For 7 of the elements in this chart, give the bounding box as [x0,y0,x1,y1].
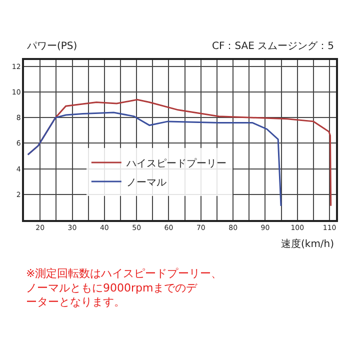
text: CF：SAE スムージング：5 [212,41,334,52]
x-axis-title: 速度(km/h) [281,238,334,250]
legend-label: ノーマル [126,177,166,188]
legend-label: ハイスピードプーリー [125,157,226,170]
y-axis-title: パワー(PS) [26,41,78,52]
text: ※測定回転数はハイスピードプーリー、ノーマルともに9000rpmまでのデーターとなります。 [26,267,222,309]
line-series [27,112,282,207]
